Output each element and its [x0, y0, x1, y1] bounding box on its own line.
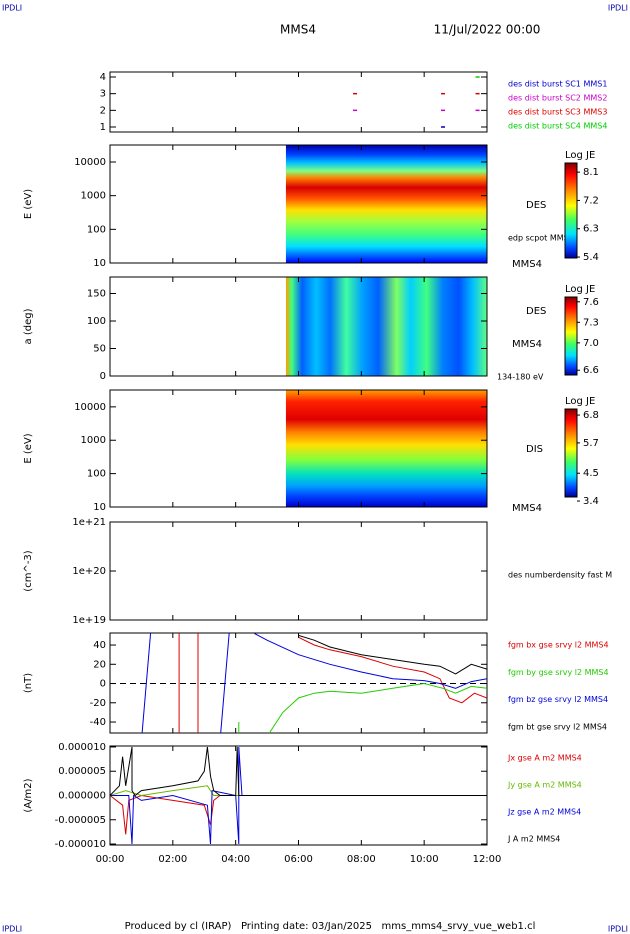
side-label: MMS4 — [512, 339, 542, 350]
legend-label: des dist burst SC1 MMS1 — [508, 80, 607, 89]
y-tick-label: 1 — [100, 122, 106, 133]
series-line — [141, 633, 487, 733]
footer: Produced by cl (IRAP) Printing date: 03/… — [125, 921, 536, 932]
instrument-label: DIS — [526, 444, 543, 455]
y-tick-label: 50 — [93, 344, 106, 355]
side-label: MMS4 — [512, 503, 542, 514]
spectrogram — [285, 277, 487, 376]
y-axis-label: E (eV) — [23, 433, 34, 463]
y-tick-label: -40 — [90, 717, 106, 728]
colorbar-label: Log JE — [565, 396, 595, 407]
colorbar-tick-label: 6.6 — [583, 365, 599, 376]
colorbar — [564, 296, 578, 376]
colorbar-label: Log JE — [565, 284, 595, 295]
legend-label: des dist burst SC4 MMS4 — [508, 122, 607, 131]
legend-label: Jz gse A m2 MMS4 — [507, 808, 581, 817]
y-tick-label: 10 — [93, 258, 106, 269]
colorbar-tick-label: 8.1 — [583, 167, 599, 178]
colorbar-tick-label: 5.4 — [583, 252, 599, 263]
date: 11/Jul/2022 00:00 — [434, 23, 541, 37]
series-line — [238, 682, 487, 733]
x-tick-label: 10:00 — [410, 854, 439, 865]
x-tick-label: 08:00 — [347, 854, 376, 865]
y-tick-label: 100 — [87, 224, 106, 235]
colorbar-tick-label: 6.3 — [583, 224, 599, 235]
y-tick-label: 100 — [87, 316, 106, 327]
y-tick-label: 2 — [100, 105, 106, 116]
y-tick-label: 150 — [87, 289, 106, 300]
corner-label: IPDLI — [608, 925, 628, 934]
colorbar-tick-label: 7.3 — [583, 317, 599, 328]
y-tick-label: -20 — [90, 698, 106, 709]
x-tick-label: 06:00 — [284, 854, 313, 865]
colorbar-tick-label: 6.8 — [583, 410, 599, 421]
spectrogram — [285, 145, 487, 263]
y-tick-label: 10000 — [74, 402, 106, 413]
instrument-label: DES — [526, 200, 546, 211]
series-line — [178, 633, 487, 733]
colorbar-tick-label: 7.0 — [583, 338, 599, 349]
legend-label: des dist burst SC2 MMS2 — [508, 94, 607, 103]
side-label: edp scpot MMS4 — [508, 234, 574, 243]
colorbar-tick-label: 7.2 — [583, 195, 599, 206]
y-tick-label: 1000 — [81, 435, 106, 446]
legend-label: Jx gse A m2 MMS4 — [507, 754, 582, 763]
series-line — [110, 746, 487, 797]
y-tick-label: 10 — [93, 502, 106, 513]
y-axis-label: (cm^-3) — [23, 550, 34, 591]
colorbar-label: Log JE — [565, 150, 595, 161]
y-tick-label: 10000 — [74, 157, 106, 168]
legend-label: J A m2 MMS4 — [507, 835, 560, 844]
side-label: MMS4 — [512, 259, 542, 270]
colorbar-tick-label: 7.6 — [583, 297, 599, 308]
legend-label: fgm bx gse srvy l2 MMS4 — [508, 641, 609, 650]
y-tick-label: -0.000005 — [55, 815, 106, 826]
y-tick-label: 1e+21 — [72, 517, 106, 528]
y-tick-label: 1e+19 — [72, 615, 106, 626]
legend-label: des dist burst SC3 MMS3 — [508, 108, 607, 117]
legend-label: Jy gse A m2 MMS4 — [507, 781, 582, 790]
instrument-label: DES — [526, 306, 546, 317]
y-tick-label: -0.000010 — [55, 839, 106, 850]
title: MMS4 — [280, 23, 316, 37]
y-tick-label: 40 — [93, 640, 106, 651]
y-tick-label: 100 — [87, 469, 106, 480]
y-tick-label: 20 — [93, 659, 106, 670]
y-axis-label: E (eV) — [23, 189, 34, 219]
y-tick-label: 4 — [100, 72, 106, 83]
y-axis-label: (nT) — [23, 673, 34, 693]
colorbar-tick-label: 3.4 — [583, 496, 599, 507]
colorbar — [564, 162, 578, 259]
side-label: 134-180 eV — [497, 373, 544, 382]
y-axis-label: a (deg) — [23, 308, 34, 344]
legend-label: fgm by gse srvy l2 MMS4 — [508, 668, 609, 677]
x-tick-label: 00:00 — [96, 854, 125, 865]
legend-label: fgm bz gse srvy l2 MMS4 — [508, 695, 608, 704]
side-label: des numberdensity fast M — [508, 571, 612, 580]
x-tick-label: 12:00 — [473, 854, 502, 865]
spectrogram — [285, 390, 487, 507]
series-line — [110, 746, 487, 845]
y-tick-label: 0 — [100, 679, 106, 690]
y-tick-label: 0 — [100, 371, 106, 382]
colorbar — [564, 408, 578, 498]
y-axis-label: (A/m2) — [23, 778, 34, 812]
y-tick-label: 0.000000 — [58, 791, 106, 802]
y-tick-label: 1e+20 — [72, 566, 106, 577]
x-tick-label: 04:00 — [221, 854, 250, 865]
y-tick-label: 1000 — [81, 191, 106, 202]
x-tick-label: 02:00 — [158, 854, 187, 865]
y-tick-label: 0.000005 — [58, 766, 106, 777]
series-line — [298, 634, 487, 675]
corner-label: IPDLI — [2, 4, 22, 13]
corner-label: IPDLI — [608, 4, 628, 13]
y-tick-label: 3 — [100, 89, 106, 100]
colorbar-tick-label: 4.5 — [583, 468, 599, 479]
y-tick-label: 0.000010 — [58, 742, 106, 753]
colorbar-tick-label: 5.7 — [583, 438, 599, 449]
legend-label: fgm bt gse srvy l2 MMS4 — [508, 723, 607, 732]
corner-label: IPDLI — [2, 925, 22, 934]
